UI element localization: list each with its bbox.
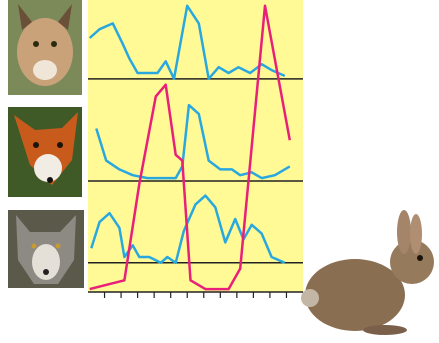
fox-photo [8, 107, 82, 197]
wolf-photo [8, 210, 84, 288]
rabbit-photo [301, 210, 434, 335]
series-line [88, 4, 286, 81]
series-line [95, 103, 291, 180]
lynx-photo [8, 0, 82, 95]
series-line [89, 4, 292, 291]
plot-area [88, 0, 303, 298]
series-line [90, 194, 286, 265]
